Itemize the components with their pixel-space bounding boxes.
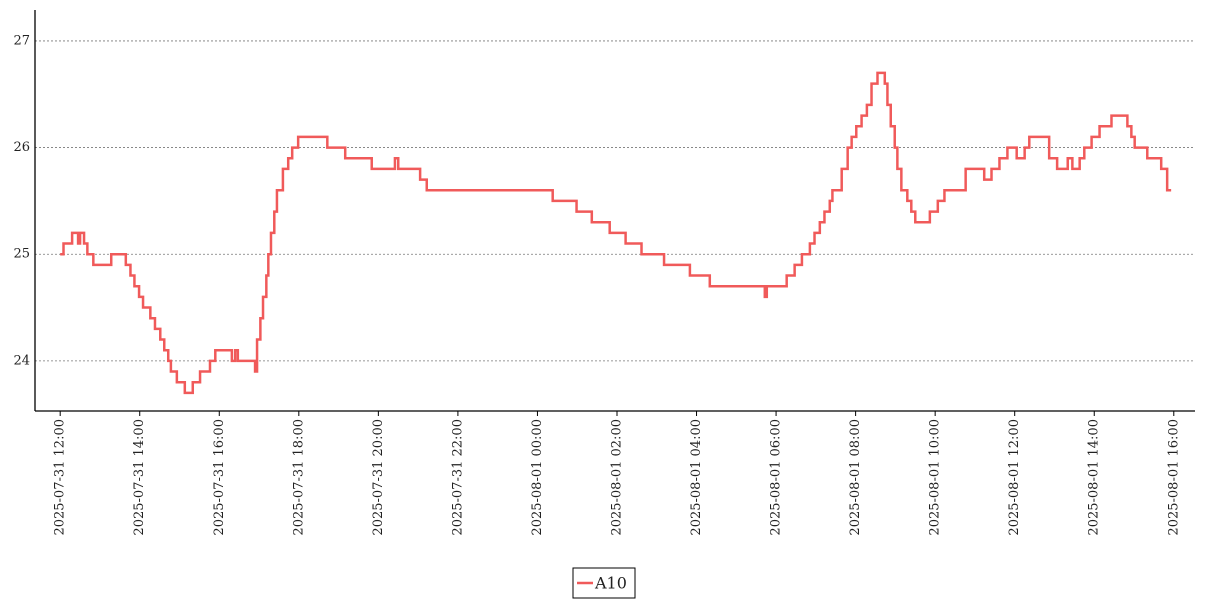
x-tick-label: 2025-07-31 12:00 [53,419,68,536]
y-tick-label: 27 [13,33,30,48]
x-tick-label: 2025-08-01 06:00 [769,419,784,536]
x-tick-label: 2025-08-01 12:00 [1007,419,1022,536]
x-tick-label: 2025-08-01 04:00 [689,419,704,536]
y-tick-label: 26 [13,140,30,155]
data-line [60,71,1172,395]
x-tick-label: 2025-08-01 10:00 [928,419,943,536]
legend-label: A10 [594,574,627,593]
x-tick-label: 2025-07-31 16:00 [212,419,227,536]
x-tick-label: 2025-08-01 00:00 [530,419,545,536]
x-tick-label: 2025-07-31 18:00 [291,419,306,536]
x-tick-label: 2025-07-31 14:00 [132,419,147,536]
x-tick-label: 2025-08-01 14:00 [1087,419,1102,536]
x-tick-label: 2025-08-01 02:00 [609,419,624,536]
x-tick-label: 2025-08-01 16:00 [1166,419,1181,536]
x-tick-label: 2025-07-31 20:00 [371,419,386,536]
x-tick-label: 2025-07-31 22:00 [450,419,465,536]
x-tick-label: 2025-08-01 08:00 [848,419,863,536]
y-tick-label: 25 [13,247,30,262]
y-tick-label: 24 [13,353,30,368]
